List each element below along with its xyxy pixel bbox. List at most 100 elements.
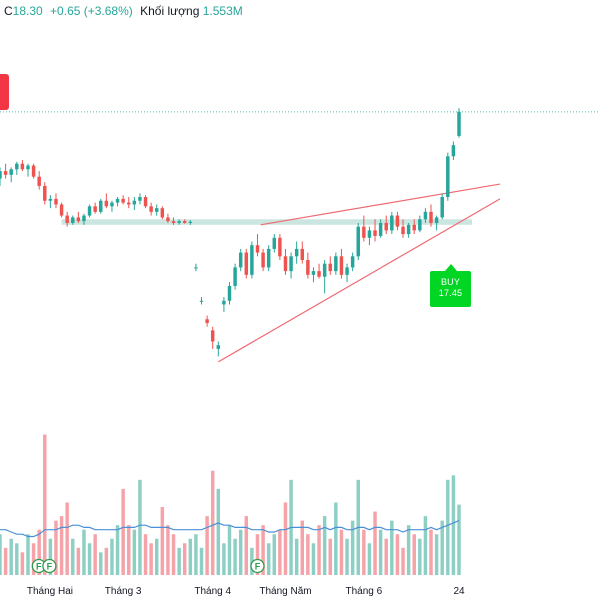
x-tick-label: Tháng Năm: [259, 586, 311, 597]
candle-body: [278, 237, 282, 257]
volume-bar: [373, 511, 377, 575]
candle-body: [99, 200, 103, 212]
candle-body: [294, 248, 299, 257]
candle-body: [457, 111, 461, 136]
x-tick-label: Tháng 4: [194, 586, 231, 597]
candle-body: [37, 176, 41, 186]
wedge-upper-line: [260, 183, 501, 226]
volume-bar: [317, 525, 321, 575]
volume-bar: [255, 534, 260, 575]
candle-body: [205, 319, 209, 323]
candle-body: [222, 300, 226, 305]
candle-body: [194, 267, 198, 269]
volume-bar: [322, 516, 327, 575]
buy-signal-price: 17.45: [438, 288, 463, 298]
candle-body: [429, 211, 433, 223]
candle-body: [272, 237, 277, 249]
candle-body: [328, 263, 332, 272]
volume-bar: [20, 552, 25, 575]
candle-body: [104, 200, 109, 207]
volume-bar: [194, 534, 198, 575]
buy-signal-label[interactable]: BUY 17.45: [430, 264, 471, 307]
volume-bar: [406, 525, 411, 575]
candle-body: [0, 171, 2, 179]
volume-bar: [272, 534, 277, 575]
candle-body: [160, 208, 165, 218]
candle-body: [216, 345, 221, 349]
candle-body: [440, 197, 444, 218]
x-tick-label: Tháng 6: [345, 586, 382, 597]
candle-body: [132, 200, 137, 205]
candle-body: [244, 252, 249, 275]
volume-bar: [110, 538, 114, 575]
volume-bar: [451, 475, 456, 575]
candle-body: [127, 202, 131, 205]
volume-value: 1.553M: [202, 4, 243, 18]
candle-body: [378, 222, 383, 236]
time-axis: Tháng Hai Tháng 3 Tháng 4 Tháng Năm Tháng 6 2…: [27, 586, 465, 597]
volume-bar: [423, 516, 428, 575]
wedge-lower-line: [218, 198, 501, 363]
volume-bar: [378, 529, 383, 575]
volume-bar: [266, 543, 271, 575]
candle-body: [143, 197, 148, 207]
candle-body: [423, 211, 428, 220]
volume-bar: [115, 525, 120, 575]
x-tick-label: Tháng 3: [105, 586, 142, 597]
volume-bar: [339, 529, 344, 575]
volume-bar: [205, 516, 209, 575]
volume-bar: [440, 520, 444, 575]
candle-body: [390, 215, 394, 231]
volume-bar: [48, 538, 53, 575]
support-zone: [61, 219, 472, 225]
candle-body: [110, 202, 114, 207]
volume-bar: [210, 470, 215, 575]
red-price-flag: [0, 74, 9, 110]
earnings-F-icon: F: [42, 558, 57, 574]
candle-body: [3, 171, 8, 175]
volume-bar: [278, 529, 282, 575]
candle-body: [373, 230, 377, 236]
candle-body: [255, 245, 260, 253]
x-tick-label: Tháng Hai: [27, 586, 73, 597]
candle-body: [289, 256, 293, 272]
candle-body: [87, 206, 92, 216]
candle-body: [59, 204, 64, 216]
volume-bar: [9, 538, 13, 575]
marker-letter: F: [255, 562, 261, 572]
volume-bar: [395, 534, 400, 575]
volume-bar: [138, 479, 142, 575]
volume-bar: [37, 529, 41, 575]
volume-bar: [31, 543, 36, 575]
candle-body: [171, 221, 176, 223]
volume-bar: [250, 547, 254, 575]
volume-bar: [418, 538, 422, 575]
candle-body: [384, 222, 388, 231]
volume-bar: [93, 534, 97, 575]
volume-bar: [300, 520, 305, 575]
candles-layer: [0, 108, 461, 357]
volume-bar: [350, 520, 355, 575]
candle-body: [149, 206, 153, 212]
x-tick-label: 24: [453, 586, 465, 597]
marker-letter: F: [36, 562, 42, 572]
volume-bar: [199, 547, 204, 575]
candle-body: [20, 163, 25, 170]
candle-body: [76, 217, 81, 222]
candle-body: [339, 256, 344, 275]
volume-bar: [160, 507, 165, 575]
candle-body: [250, 245, 254, 275]
candle-body: [283, 256, 288, 272]
candle-body: [238, 252, 243, 268]
volume-bar: [154, 538, 159, 575]
volume-bar: [0, 534, 2, 575]
volume-bar: [446, 479, 450, 575]
volume-bar: [76, 547, 81, 575]
candle-body: [227, 285, 232, 301]
volume-bar: [127, 525, 131, 575]
volume-bar: [59, 516, 64, 575]
volume-bar: [334, 502, 338, 575]
